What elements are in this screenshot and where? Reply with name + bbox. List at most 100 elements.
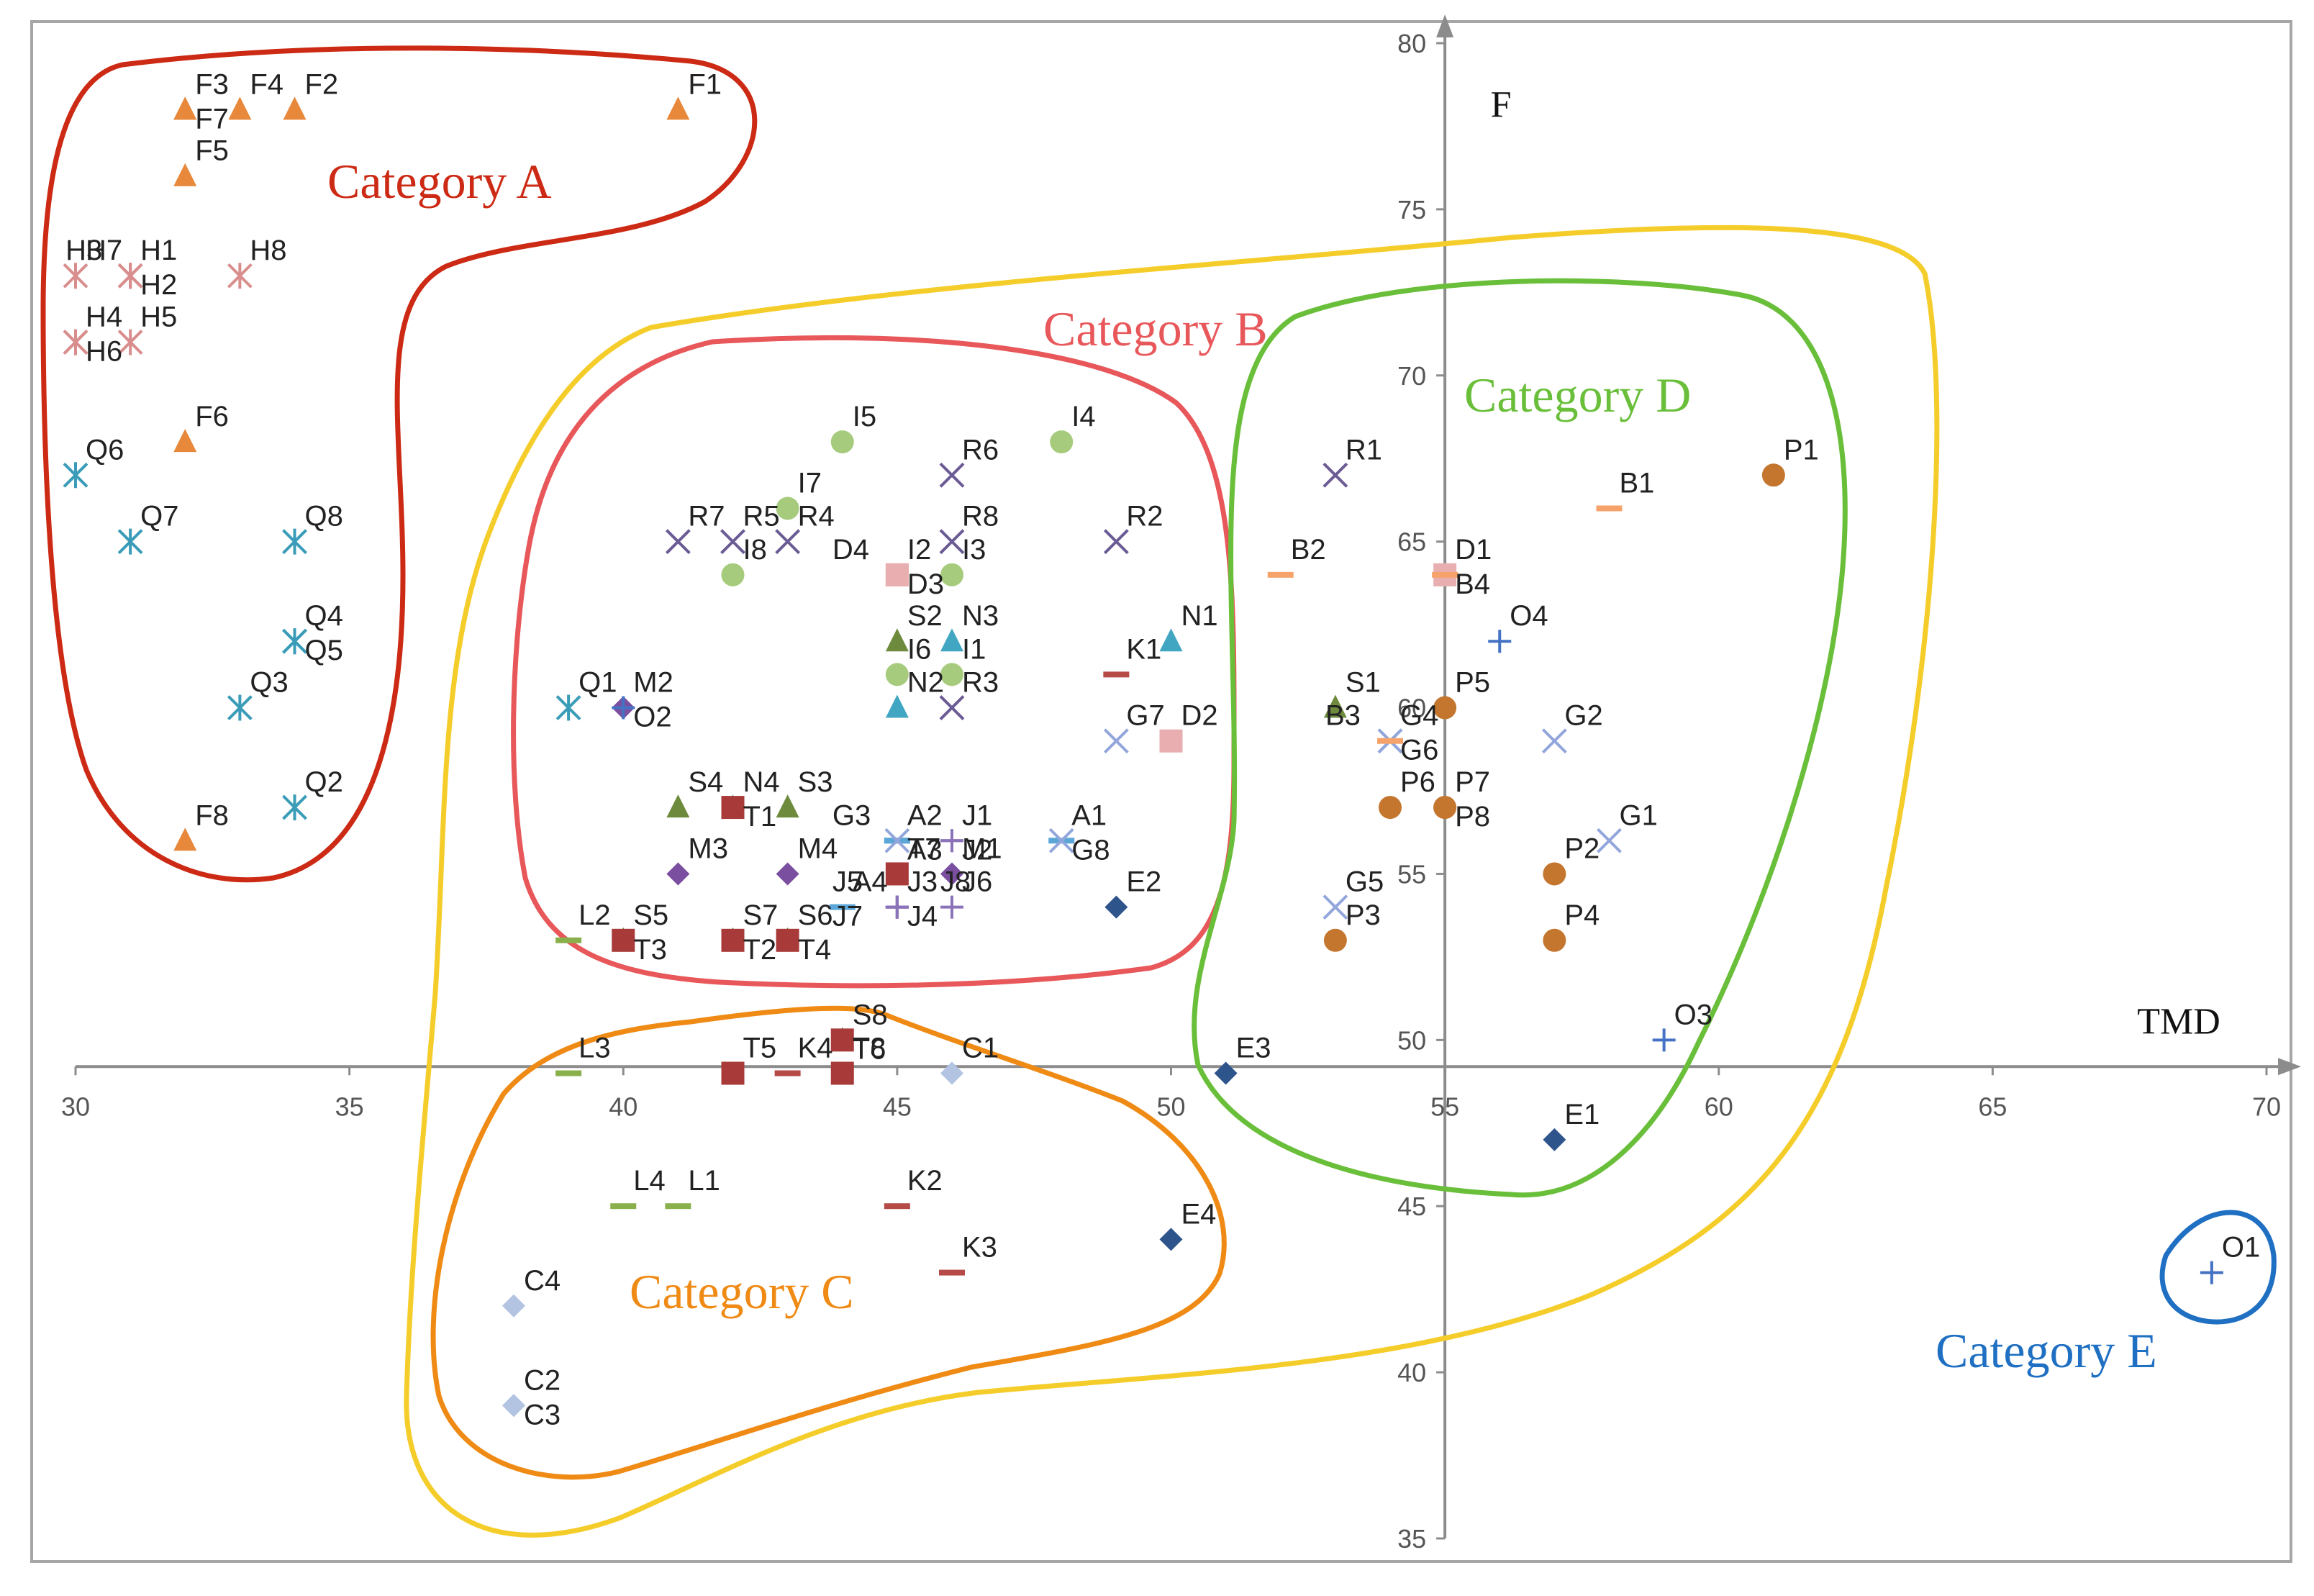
point-label-F6: F6 bbox=[195, 401, 229, 432]
point-label-M2: M2 bbox=[633, 667, 673, 699]
x-tick-label: 35 bbox=[335, 1092, 364, 1121]
data-point-K2 bbox=[884, 1203, 910, 1210]
point-label-N1: N1 bbox=[1181, 600, 1218, 632]
point-label-O2: O2 bbox=[633, 702, 671, 733]
point-label-G4: G4 bbox=[1400, 700, 1438, 732]
data-point-O3 bbox=[1652, 1028, 1676, 1052]
data-point-T8 bbox=[830, 1061, 854, 1085]
point-label-Q5: Q5 bbox=[305, 635, 343, 666]
point-label-J6: J6 bbox=[962, 866, 992, 898]
point-label-I7: I7 bbox=[798, 467, 822, 499]
axis-titles: TMD F bbox=[1491, 84, 2220, 1042]
x-tick-label: 40 bbox=[609, 1092, 638, 1121]
data-point-T3 bbox=[612, 928, 635, 952]
point-label-Q1: Q1 bbox=[578, 667, 617, 699]
point-label-K3: K3 bbox=[962, 1232, 997, 1264]
x-axis-title: TMD bbox=[2137, 1001, 2220, 1042]
point-label-D3: D3 bbox=[907, 568, 944, 600]
point-label-G7: G7 bbox=[1126, 700, 1164, 732]
data-point-N1 bbox=[1159, 628, 1183, 652]
data-point-F7 bbox=[173, 96, 197, 120]
point-label-F2: F2 bbox=[305, 68, 339, 100]
data-point-N3 bbox=[940, 628, 963, 652]
data-point-Q2 bbox=[282, 794, 307, 821]
data-point-R1 bbox=[1322, 462, 1348, 488]
data-point-Q3 bbox=[227, 694, 253, 721]
data-point-N2 bbox=[885, 694, 909, 718]
point-label-S6: S6 bbox=[798, 899, 833, 931]
data-point-K3 bbox=[939, 1269, 965, 1276]
point-label-T6: T6 bbox=[853, 1033, 886, 1065]
data-point-B4 bbox=[1432, 571, 1458, 578]
data-points bbox=[63, 96, 2223, 1418]
data-point-H6 bbox=[63, 329, 89, 355]
data-point-G7 bbox=[1103, 728, 1129, 754]
point-label-H2: H2 bbox=[140, 269, 177, 301]
point-label-S1: S1 bbox=[1346, 667, 1381, 699]
point-label-M4: M4 bbox=[798, 833, 838, 864]
data-point-I5 bbox=[830, 430, 854, 454]
data-point-J8 bbox=[885, 895, 909, 919]
point-label-A1: A1 bbox=[1071, 799, 1107, 831]
data-point-I1 bbox=[940, 663, 963, 686]
data-point-P2 bbox=[1543, 862, 1566, 886]
point-label-Q8: Q8 bbox=[305, 501, 343, 532]
data-point-R5 bbox=[720, 529, 745, 555]
data-point-H3 bbox=[117, 263, 143, 289]
y-tick-label: 60 bbox=[1397, 694, 1426, 723]
category-d-label: Category D bbox=[1464, 368, 1691, 422]
data-point-C4 bbox=[502, 1294, 525, 1318]
point-label-I6: I6 bbox=[907, 633, 931, 665]
point-label-O4: O4 bbox=[1510, 600, 1548, 632]
data-point-L2 bbox=[555, 937, 582, 943]
data-point-H5 bbox=[117, 329, 143, 355]
y-tick-label: 75 bbox=[1397, 195, 1426, 225]
data-point-R4 bbox=[775, 529, 801, 555]
y-tick-label: 70 bbox=[1397, 361, 1426, 391]
data-point-S1 bbox=[1323, 694, 1347, 718]
data-point-T7 bbox=[885, 862, 909, 886]
point-label-Q6: Q6 bbox=[86, 434, 124, 466]
point-label-F1: F1 bbox=[688, 68, 722, 100]
point-label-D1: D1 bbox=[1455, 534, 1492, 566]
point-label-T8: T8 bbox=[853, 1033, 886, 1064]
data-point-P8 bbox=[1433, 796, 1457, 820]
data-point-P6 bbox=[1379, 796, 1402, 820]
point-label-N2: N2 bbox=[907, 667, 944, 699]
data-point-H8 bbox=[227, 263, 253, 289]
data-point-F5 bbox=[173, 163, 197, 186]
data-point-D4 bbox=[885, 563, 909, 586]
data-point-K1 bbox=[1103, 671, 1130, 678]
point-label-P5: P5 bbox=[1455, 667, 1490, 699]
point-label-H1: H1 bbox=[140, 235, 177, 266]
point-label-I1: I1 bbox=[962, 633, 986, 665]
data-point-O1 bbox=[2200, 1261, 2223, 1284]
data-point-Q1 bbox=[555, 694, 581, 721]
data-point-B3 bbox=[1377, 738, 1403, 744]
category-a-label: Category A bbox=[327, 154, 552, 209]
data-point-E4 bbox=[1159, 1228, 1183, 1251]
point-label-B3: B3 bbox=[1325, 700, 1361, 732]
point-label-H7: H7 bbox=[86, 235, 122, 266]
data-point-R2 bbox=[1103, 529, 1129, 555]
point-label-E2: E2 bbox=[1126, 866, 1161, 898]
point-label-R4: R4 bbox=[798, 501, 835, 532]
point-label-P7: P7 bbox=[1455, 766, 1490, 798]
data-point-L3 bbox=[555, 1070, 582, 1076]
data-point-E2 bbox=[1104, 895, 1128, 919]
point-label-T4: T4 bbox=[798, 934, 832, 966]
data-point-O4 bbox=[1488, 630, 1512, 653]
point-label-O1: O1 bbox=[2222, 1232, 2260, 1264]
category-c-outline bbox=[430, 1005, 1227, 1480]
data-point-F6 bbox=[173, 429, 197, 453]
point-label-L2: L2 bbox=[578, 899, 611, 931]
category-regions: Category A Category B Category C Category D… bbox=[40, 45, 2277, 1538]
data-point-Q8 bbox=[282, 528, 307, 555]
point-label-K4: K4 bbox=[798, 1033, 833, 1064]
point-label-S4: S4 bbox=[688, 766, 723, 798]
x-axis-arrow bbox=[2278, 1058, 2301, 1076]
data-point-P3 bbox=[1323, 928, 1347, 952]
point-label-P1: P1 bbox=[1784, 434, 1819, 466]
data-point-D2 bbox=[1159, 729, 1183, 753]
y-tick-label: 50 bbox=[1397, 1025, 1426, 1055]
